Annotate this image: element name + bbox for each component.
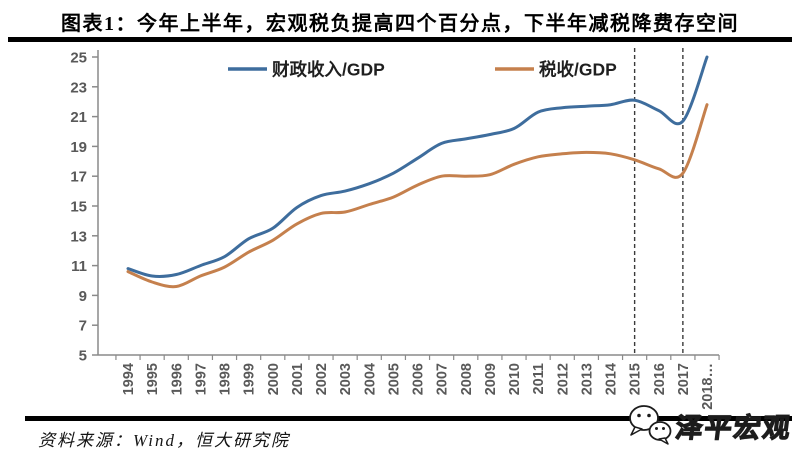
- x-tick-label: 2007: [435, 363, 451, 395]
- title-underline: [8, 37, 792, 42]
- x-tick-label: 2012: [555, 363, 571, 395]
- y-tick-label: 15: [70, 199, 87, 216]
- y-tick-label: 19: [70, 139, 87, 156]
- x-tick-label: 1998: [218, 363, 234, 395]
- x-tick-label: 2016: [652, 363, 668, 395]
- series-fiscal-line: [126, 55, 709, 278]
- x-tick-label: 2006: [411, 363, 427, 395]
- watermark-text: 泽平宏观: [673, 412, 794, 443]
- y-tick-label: 13: [70, 228, 87, 245]
- y-tick-label: 25: [70, 50, 87, 67]
- x-tick-label: 2011: [531, 363, 547, 394]
- x-tick-label: 2009: [483, 363, 499, 395]
- y-tick-label: 17: [70, 169, 87, 186]
- x-tick-label: 2015: [628, 363, 644, 395]
- x-tick-label: 1994: [121, 363, 137, 395]
- wechat-icon: [629, 405, 672, 445]
- x-tick-label: 2008: [459, 363, 475, 395]
- x-tick-label: 2003: [338, 363, 354, 395]
- legend-label: 税收/GDP: [539, 60, 617, 80]
- x-tick-label: 2010: [507, 363, 523, 395]
- x-tick-label: 2000: [266, 363, 282, 395]
- y-tick-label: 21: [70, 109, 87, 126]
- x-tick-label: 2004: [362, 363, 378, 395]
- x-tick-label: 2013: [579, 363, 595, 395]
- y-tick-label: 23: [70, 79, 87, 96]
- y-tick-label: 5: [79, 348, 87, 365]
- x-tick-label: 2014: [604, 363, 620, 395]
- source-note: 资料来源：Wind，恒大研究院: [38, 431, 290, 450]
- x-tick-label: 1996: [169, 363, 185, 395]
- watermark: 泽平宏观: [627, 403, 794, 447]
- legend-label: 财政收入/GDP: [272, 60, 385, 80]
- y-tick-label: 7: [79, 318, 87, 335]
- series-tax-line: [126, 103, 709, 289]
- x-tick-label: 1999: [242, 363, 258, 395]
- chart-title: 图表1：今年上半年，宏观税负提高四个百分点，下半年减税降费存空间: [61, 13, 739, 35]
- x-tick-label: 2005: [386, 363, 402, 395]
- y-tick-label: 11: [71, 258, 87, 275]
- x-tick-label: 2002: [314, 363, 330, 395]
- y-tick-label: 9: [79, 288, 87, 305]
- x-tick-label: 1997: [193, 363, 209, 395]
- x-tick-label: 2001: [290, 363, 306, 395]
- footer-rule: [25, 416, 792, 421]
- x-tick-label: 2018…: [700, 363, 716, 410]
- x-tick-label: 1995: [145, 363, 161, 395]
- x-tick-label: 2017: [676, 363, 692, 395]
